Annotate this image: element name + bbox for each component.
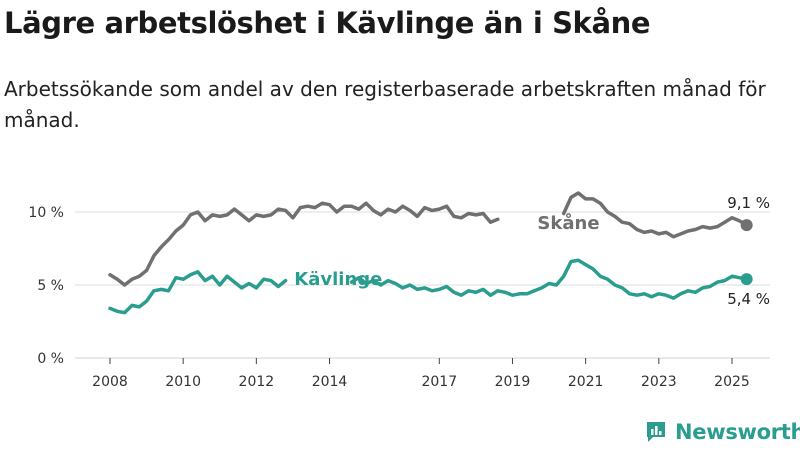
series-line-skane bbox=[108, 201, 500, 287]
chart-title: Lägre arbetslöshet i Kävlinge än i Skåne bbox=[4, 6, 651, 40]
x-tick-label: 2023 bbox=[641, 374, 677, 390]
x-tick-label: 2010 bbox=[165, 374, 201, 390]
end-marker-skane bbox=[740, 219, 753, 232]
x-tick-label: 2014 bbox=[312, 374, 348, 390]
brand-name: Newsworthy bbox=[675, 420, 800, 444]
chart-subtitle: Arbetssökande som andel av den registerb… bbox=[4, 77, 766, 132]
end-value-label-kavlinge: 5,4 % bbox=[727, 290, 770, 308]
x-tick-label: 2021 bbox=[568, 374, 604, 390]
newsworthy-chart-logo-icon bbox=[647, 422, 665, 442]
series-line-skane bbox=[561, 191, 749, 239]
y-tick-label: 0 % bbox=[37, 351, 64, 367]
series-line-kavlinge bbox=[349, 258, 749, 300]
y-tick-label: 10 % bbox=[28, 205, 64, 221]
x-tick-label: 2019 bbox=[495, 374, 531, 390]
end-value-label-skane: 9,1 % bbox=[727, 194, 770, 212]
x-tick-label: 2008 bbox=[92, 374, 128, 390]
x-tick-label: 2017 bbox=[421, 374, 457, 390]
x-tick-label: 2012 bbox=[239, 374, 275, 390]
series-line-kavlinge bbox=[108, 270, 288, 315]
series-label-skane: Skåne bbox=[537, 212, 599, 234]
brand-logo[interactable]: Newsworthy bbox=[645, 420, 800, 444]
end-marker-kavlinge bbox=[740, 273, 753, 286]
series-label-kavlinge: Kävlinge bbox=[294, 269, 382, 290]
x-tick-label: 2025 bbox=[714, 374, 750, 390]
y-tick-label: 5 % bbox=[37, 278, 64, 294]
